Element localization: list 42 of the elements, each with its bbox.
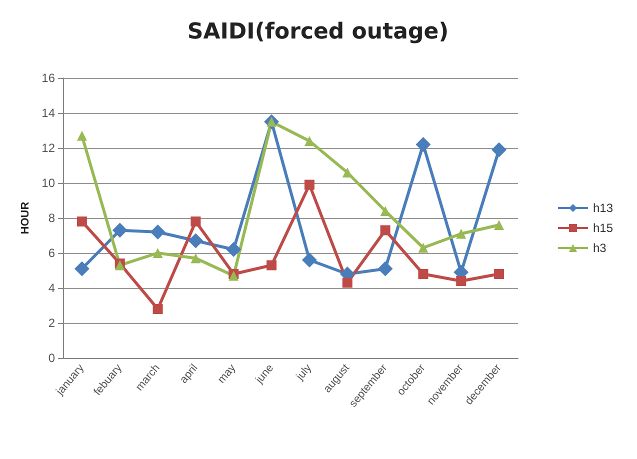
y-tick-label: 2 [48,316,56,330]
x-tick-label: july [294,362,314,384]
point [456,276,466,286]
point [416,137,431,152]
point [342,278,352,288]
y-axis-title: HOUR [19,202,32,234]
point [76,130,87,141]
point [226,242,242,257]
point [190,216,201,226]
point [378,261,393,276]
legend-label: h13 [592,201,614,215]
point [188,233,204,248]
point [494,220,504,230]
y-tick-label: 12 [42,141,56,155]
point [380,225,390,236]
point [494,269,504,279]
point [302,252,317,268]
y-tick-label: 6 [48,246,56,260]
y-tick-label: 14 [42,106,56,120]
point [152,304,163,314]
y-tick-label: 0 [48,351,56,365]
chart-title: SAIDI(forced outage) [187,20,449,44]
y-tick-label: 8 [48,211,56,225]
y-tick-label: 16 [42,71,56,85]
y-tick-label: 4 [48,281,56,295]
point [304,180,314,190]
point [76,216,87,226]
point [112,222,128,238]
legend-label: h15 [592,221,614,235]
legend-label: h3 [592,241,607,255]
point [342,168,352,178]
point [74,261,90,276]
point [418,242,428,253]
point [190,253,201,264]
point [304,136,314,146]
point [266,260,277,270]
point [152,248,163,258]
point [492,142,507,158]
point [418,269,428,279]
point [150,224,166,240]
y-tick-label: 10 [42,176,56,190]
point [456,228,466,239]
